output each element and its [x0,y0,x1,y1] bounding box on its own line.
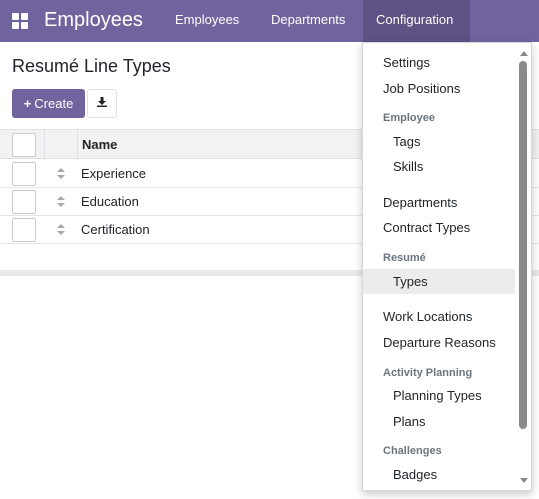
table-row[interactable]: Experience [0,160,539,188]
row-name: Experience [81,166,147,181]
menu-active-highlight [363,269,515,294]
column-divider [44,130,45,160]
table-footer-bar [0,270,539,276]
menu-section-resume: Resumé [383,252,426,264]
scrollbar-thumb[interactable] [519,61,527,429]
menu-item-work-locations[interactable]: Work Locations [383,309,473,324]
page-title: Resumé Line Types [12,56,171,76]
column-header-name[interactable]: Name [82,137,118,152]
download-icon [97,97,107,107]
app-brand[interactable]: Employees [44,9,143,31]
menu-item-tags[interactable]: Tags [393,134,421,149]
row-checkbox[interactable] [12,218,36,242]
menu-item-contract-types[interactable]: Contract Types [383,220,471,235]
scroll-up-arrow-icon[interactable] [520,51,528,56]
column-divider [77,130,78,160]
menu-section-employee: Employee [383,112,435,124]
menu-section-challenges: Challenges [383,445,442,457]
nav-configuration[interactable]: Configuration [363,0,470,42]
menu-item-departure-reasons[interactable]: Departure Reasons [383,335,496,350]
menu-item-plans[interactable]: Plans [393,414,426,429]
menu-section-activity-planning: Activity Planning [383,367,473,379]
top-navbar: Employees Employees Departments Configur… [0,0,539,42]
menu-item-badges[interactable]: Badges [393,467,438,482]
menu-item-departments[interactable]: Departments [383,195,458,210]
row-checkbox[interactable] [12,162,36,186]
table-row[interactable]: Education [0,188,539,216]
create-button[interactable]: + Create [12,89,85,118]
drag-handle-icon[interactable] [57,224,65,236]
plus-icon: + [23,96,32,111]
menu-item-planning-types[interactable]: Planning Types [393,388,482,403]
menu-item-settings[interactable]: Settings [383,55,430,70]
select-all-checkbox[interactable] [12,133,36,157]
drag-handle-icon[interactable] [57,196,65,208]
nav-departments[interactable]: Departments [271,12,346,27]
menu-item-job-positions[interactable]: Job Positions [383,81,461,96]
apps-menu-icon[interactable] [12,13,28,29]
nav-employees[interactable]: Employees [175,12,240,27]
row-name: Education [81,194,139,209]
menu-item-types[interactable]: Types [393,274,428,289]
row-name: Certification [81,222,150,237]
create-button-label: Create [34,96,74,111]
download-button[interactable] [87,89,117,118]
row-checkbox[interactable] [12,190,36,214]
configuration-dropdown: Settings Job Positions Employee Tags Ski… [362,42,532,491]
drag-handle-icon[interactable] [57,168,65,180]
menu-item-skills[interactable]: Skills [393,159,424,174]
table-row[interactable]: Certification [0,216,539,244]
scroll-down-arrow-icon[interactable] [520,478,528,483]
